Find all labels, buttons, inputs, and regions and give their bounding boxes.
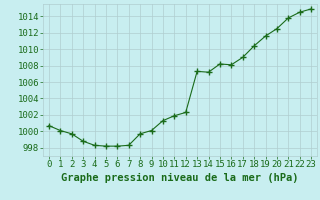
X-axis label: Graphe pression niveau de la mer (hPa): Graphe pression niveau de la mer (hPa) <box>61 173 299 183</box>
